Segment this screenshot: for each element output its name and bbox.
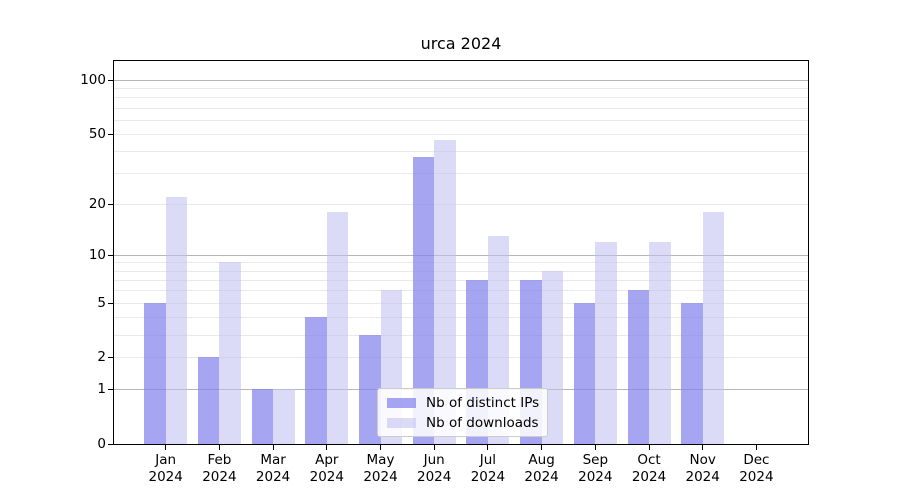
x-axis-tick-year: 2024: [202, 469, 237, 485]
downloads-bar: [434, 140, 456, 444]
ips-bar: [305, 317, 327, 444]
y-tick-mark: [108, 133, 113, 135]
downloads-bar: [273, 389, 295, 444]
x-axis-tick-year: 2024: [255, 469, 291, 485]
x-tick-mark: [380, 445, 381, 450]
plot-area: [113, 60, 809, 445]
legend-swatch-downloads: [387, 417, 416, 428]
gridline: [114, 317, 808, 318]
x-axis-tick-year: 2024: [363, 469, 398, 485]
x-tick-mark: [326, 445, 328, 450]
x-tick-mark: [541, 445, 543, 450]
x-axis-tick-year: 2024: [578, 469, 613, 485]
y-tick-mark: [108, 203, 113, 205]
downloads-bar: [595, 241, 617, 444]
ips-bar: [144, 302, 166, 444]
x-axis-tick-label: Apr 2024: [292, 452, 362, 486]
ips-bar: [573, 302, 596, 444]
x-axis-tick-label: Oct 2024: [614, 452, 684, 486]
gridline: [114, 172, 808, 174]
gridline: [114, 357, 808, 359]
y-tick-mark: [108, 302, 113, 304]
downloads-bar: [326, 211, 349, 444]
ips-bar: [412, 156, 435, 444]
y-axis-tick-label: 50: [88, 125, 106, 142]
x-tick-mark: [165, 445, 167, 450]
y-tick-mark: [108, 357, 113, 359]
gridline: [114, 79, 808, 81]
ips-bar: [251, 389, 274, 444]
gridline: [114, 119, 808, 121]
gridline: [114, 270, 808, 272]
x-tick-mark: [648, 445, 650, 450]
gridline: [114, 290, 808, 292]
gridline: [114, 97, 808, 99]
y-tick-mark: [108, 254, 113, 256]
y-axis-tick-label: 0: [97, 436, 106, 452]
x-axis-tick-label: Sep 2024: [560, 452, 630, 486]
y-tick-mark: [108, 79, 113, 81]
legend-item-downloads: Nb of downloads: [387, 415, 547, 431]
ips-bar: [197, 357, 220, 444]
x-axis-tick-year: 2024: [739, 469, 774, 485]
x-tick-mark: [755, 445, 757, 450]
gridline: [114, 262, 808, 264]
x-axis-tick-label: Nov 2024: [668, 452, 738, 486]
x-axis-tick-year: 2024: [631, 469, 667, 485]
x-axis-tick-label: May 2024: [346, 452, 416, 486]
gridline: [114, 203, 808, 205]
x-axis-tick-label: Mar 2024: [238, 452, 308, 486]
x-axis-tick-year: 2024: [524, 469, 559, 485]
gridline: [114, 133, 808, 135]
legend-label-downloads: Nb of downloads: [426, 414, 539, 431]
x-axis-tick-label: Dec 2024: [721, 452, 791, 486]
legend: Nb of distinct IPs Nb of downloads: [377, 388, 548, 437]
downloads-bar: [649, 241, 671, 444]
legend-label-ips: Nb of distinct IPs: [426, 394, 540, 411]
downloads-bar: [702, 211, 725, 444]
gridline: [114, 87, 808, 89]
y-axis-tick-label: 2: [97, 349, 106, 366]
gridline: [114, 150, 808, 152]
legend-item-ips: Nb of distinct IPs: [387, 395, 547, 411]
y-axis-tick-label: 10: [88, 246, 106, 263]
y-tick-mark: [108, 389, 113, 391]
gridline: [114, 107, 808, 109]
legend-swatch-ips: [387, 397, 416, 408]
x-axis-tick-label: Jul 2024: [453, 452, 523, 486]
x-axis-tick-label: Jun 2024: [399, 452, 469, 486]
y-axis-tick-label: 5: [97, 294, 106, 311]
x-axis-tick-year: 2024: [309, 469, 344, 485]
gridline: [114, 334, 808, 336]
y-axis-tick-label: 100: [80, 71, 106, 88]
x-axis-tick-label: Jan 2024: [131, 452, 201, 486]
chart-title: urca 2024: [420, 34, 502, 53]
x-tick-mark: [487, 445, 489, 450]
x-tick-mark: [218, 445, 220, 450]
x-axis-tick-label: Feb 2024: [184, 452, 254, 486]
x-axis-tick-year: 2024: [148, 469, 183, 485]
ips-bar: [681, 302, 703, 444]
y-axis-tick-label: 20: [88, 195, 106, 212]
gridline: [114, 302, 808, 304]
x-axis-tick-label: Aug 2024: [507, 452, 577, 486]
gridline: [114, 279, 808, 281]
x-axis-tick-year: 2024: [470, 469, 506, 485]
x-tick-mark: [594, 445, 596, 450]
y-tick-mark: [108, 444, 113, 445]
ips-bar: [359, 334, 381, 444]
downloads-bar: [165, 196, 188, 444]
ips-bar: [627, 290, 649, 444]
gridline: [114, 254, 808, 256]
downloads-bar: [219, 262, 241, 444]
y-axis-tick-label: 1: [97, 381, 106, 398]
x-tick-mark: [272, 445, 274, 450]
x-tick-mark: [702, 445, 704, 450]
x-axis-tick-year: 2024: [685, 469, 720, 485]
x-axis-tick-year: 2024: [417, 469, 452, 485]
x-tick-mark: [433, 445, 435, 450]
